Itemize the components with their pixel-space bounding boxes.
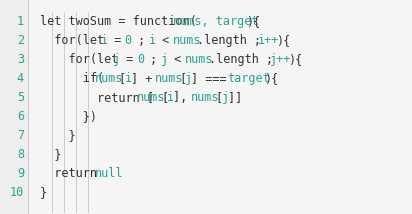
Text: return [: return [ bbox=[40, 91, 154, 104]
Text: ){: ){ bbox=[276, 34, 290, 47]
Text: j: j bbox=[222, 91, 229, 104]
Text: i: i bbox=[167, 91, 174, 104]
Bar bbox=[0, 0, 28, 214]
Text: j: j bbox=[185, 72, 192, 85]
Text: null: null bbox=[94, 167, 123, 180]
Text: ){: ){ bbox=[246, 15, 260, 28]
Text: ;: ; bbox=[131, 34, 152, 47]
Text: .length ;: .length ; bbox=[209, 53, 281, 66]
Text: 2: 2 bbox=[17, 34, 24, 47]
Text: 10: 10 bbox=[10, 186, 24, 199]
Text: ){: ){ bbox=[264, 72, 278, 85]
Text: return: return bbox=[40, 167, 104, 180]
Text: }: } bbox=[40, 186, 47, 199]
Text: i: i bbox=[125, 72, 132, 85]
Text: i: i bbox=[101, 34, 108, 47]
Text: [: [ bbox=[215, 91, 222, 104]
Text: ] ===: ] === bbox=[191, 72, 234, 85]
Text: ){: ){ bbox=[288, 53, 302, 66]
Text: for(let: for(let bbox=[40, 53, 126, 66]
Text: nums: nums bbox=[191, 91, 220, 104]
Text: i: i bbox=[149, 34, 156, 47]
Text: ]]: ]] bbox=[227, 91, 242, 104]
Text: }): }) bbox=[40, 110, 97, 123]
Text: =: = bbox=[119, 53, 140, 66]
Text: 8: 8 bbox=[17, 148, 24, 161]
Text: target: target bbox=[227, 72, 270, 85]
Text: nums: nums bbox=[94, 72, 123, 85]
Text: =: = bbox=[107, 34, 128, 47]
Text: <: < bbox=[155, 34, 176, 47]
Text: }: } bbox=[40, 148, 61, 161]
Text: [: [ bbox=[179, 72, 186, 85]
Text: 9: 9 bbox=[17, 167, 24, 180]
Text: j: j bbox=[161, 53, 168, 66]
Text: 4: 4 bbox=[17, 72, 24, 85]
Text: 6: 6 bbox=[17, 110, 24, 123]
Text: 7: 7 bbox=[17, 129, 24, 142]
Text: 5: 5 bbox=[17, 91, 24, 104]
Text: ] +: ] + bbox=[131, 72, 159, 85]
Text: j++: j++ bbox=[270, 53, 291, 66]
Text: nums: nums bbox=[137, 91, 165, 104]
Text: 0: 0 bbox=[137, 53, 144, 66]
Text: nums: nums bbox=[185, 53, 214, 66]
Text: ;: ; bbox=[143, 53, 164, 66]
Text: 1: 1 bbox=[17, 15, 24, 28]
Text: [: [ bbox=[119, 72, 126, 85]
Text: 3: 3 bbox=[17, 53, 24, 66]
Text: let twoSum = function(: let twoSum = function( bbox=[40, 15, 197, 28]
Text: j: j bbox=[112, 53, 120, 66]
Text: ],: ], bbox=[173, 91, 194, 104]
Text: .length ;: .length ; bbox=[197, 34, 269, 47]
Text: nums, target: nums, target bbox=[173, 15, 259, 28]
Text: 0: 0 bbox=[125, 34, 132, 47]
Text: if(: if( bbox=[40, 72, 104, 85]
Text: nums: nums bbox=[173, 34, 201, 47]
Text: for(let: for(let bbox=[40, 34, 111, 47]
Text: }: } bbox=[40, 129, 76, 142]
Text: <: < bbox=[167, 53, 188, 66]
Text: [: [ bbox=[161, 91, 168, 104]
Text: i++: i++ bbox=[258, 34, 279, 47]
Text: nums: nums bbox=[155, 72, 183, 85]
